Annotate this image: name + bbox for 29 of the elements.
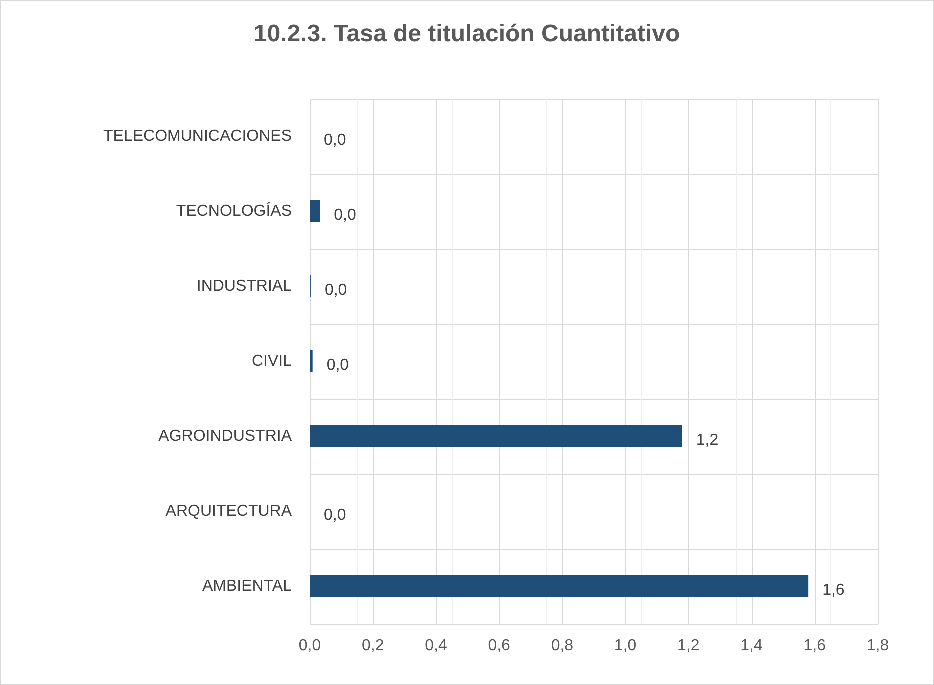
data-label: 0,0 — [324, 507, 346, 524]
y-tick-label: TELECOMUNICACIONES — [104, 128, 292, 145]
y-tick-label: CIVIL — [252, 353, 292, 370]
x-tick-label: 1,6 — [804, 638, 826, 654]
y-tick-label: TECNOLOGÍAS — [176, 202, 292, 220]
data-label: 0,0 — [324, 132, 346, 149]
x-tick-label: 0,8 — [551, 638, 574, 654]
data-label: 0,0 — [324, 282, 348, 299]
x-tick-label: 0,0 — [298, 638, 322, 654]
data-label: 0,0 — [334, 207, 356, 224]
x-tick-label: 1,4 — [740, 638, 763, 654]
bar — [310, 426, 682, 448]
x-tick-label: 1,8 — [866, 638, 890, 654]
data-label: 1,6 — [822, 582, 845, 599]
x-tick-label: 0,6 — [488, 638, 511, 654]
bar — [310, 576, 809, 598]
x-tick-label: 0,4 — [425, 638, 448, 654]
bar — [310, 200, 320, 222]
x-tick-label: 0,2 — [362, 638, 384, 654]
y-tick-label: INDUSTRIAL — [196, 278, 292, 295]
y-tick-label: ARQUITECTURA — [166, 503, 292, 520]
bar — [310, 350, 313, 372]
y-tick-label: AMBIENTAL — [202, 578, 292, 595]
data-label: 0,0 — [326, 357, 350, 374]
x-tick-label: 1,0 — [614, 638, 637, 654]
chart-title: 10.2.3. Tasa de titulación Cuantitativo — [254, 20, 680, 48]
x-tick-label: 1,2 — [678, 638, 700, 654]
data-label: 1,2 — [696, 432, 719, 449]
y-tick-label: AGROINDUSTRIA — [158, 428, 292, 445]
